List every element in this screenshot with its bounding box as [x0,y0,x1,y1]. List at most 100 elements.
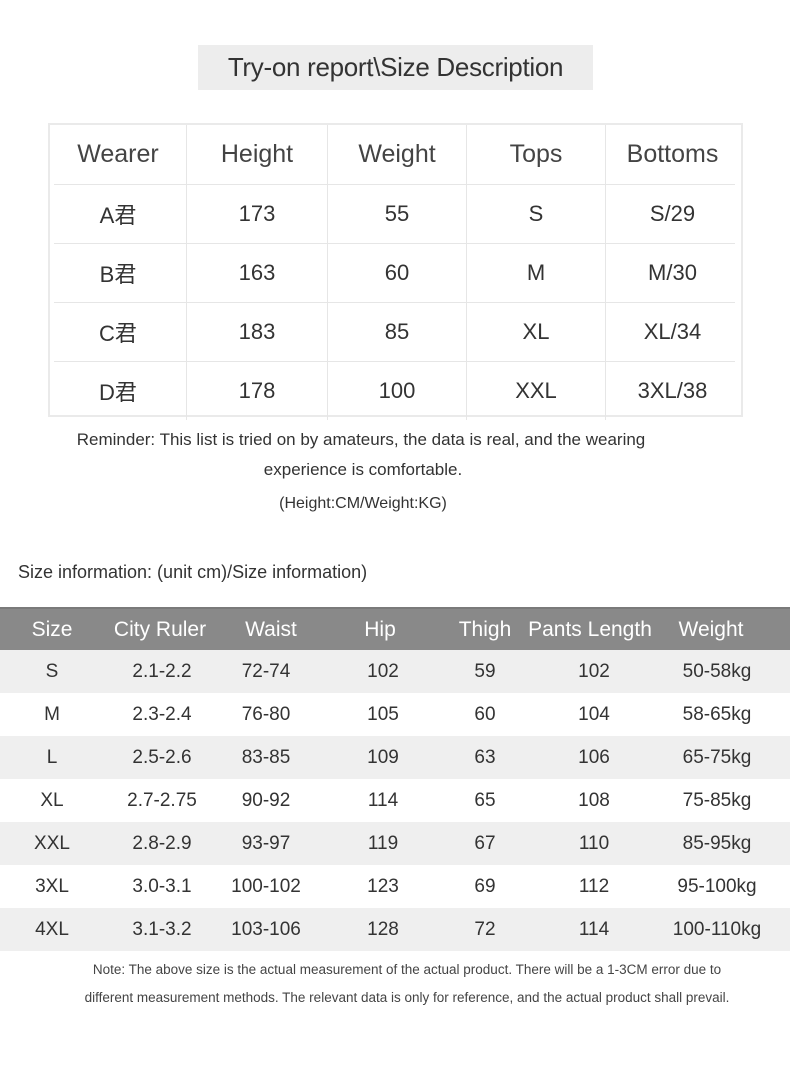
table-cell: S/29 [649,200,696,226]
reminder-units: (Height:CM/Weight:KG) [279,495,447,512]
table-cell: 178 [187,361,328,420]
table-cell: 75-85kg [682,789,752,811]
table-cell: 123 [367,875,399,897]
table-cell: 69 [474,875,496,897]
table-cell: 2.8-2.9 [132,832,192,854]
column-header: City Ruler [113,617,207,641]
table-cell: 110 [578,832,610,854]
column-header: Hip [364,617,396,641]
table-cell: 2.3-2.4 [132,703,192,725]
table-cell: 59 [474,660,496,682]
table-cell: 114 [367,789,399,811]
table-cell: 2.7-2.75 [127,789,197,811]
table-cell: 119 [367,832,399,854]
table-cell: M [467,243,606,302]
table-cell: 83-85 [241,746,291,768]
size-table: Size City Ruler Waist Hip Thigh Pants Length W… [0,607,790,951]
table-cell: 173 [187,184,328,243]
table-cell: 63 [474,746,496,768]
table-cell: 100 [328,361,467,420]
table-cell: 102 [367,660,399,682]
table-cell: 128 [367,918,399,940]
table-cell: XL [467,302,606,361]
table-cell: 90-92 [241,789,291,811]
table-row: D君 178 100 XXL 3XL/38 [54,361,735,420]
table-cell: 108 [578,789,610,811]
table-cell: XL/34 [643,318,702,344]
table-cell: 2.1-2.2 [132,660,192,682]
table-cell: 58-65kg [682,703,752,725]
table-cell: 4XL [35,918,69,940]
note-line-1: Note: The above size is the actual measu… [92,962,722,977]
table-cell: 109 [367,746,399,768]
reminder-line-2: experience is comfortable. [263,460,463,479]
table-cell: 114 [578,918,610,940]
column-header: Waist [245,617,297,641]
table-cell: 72-74 [241,660,291,682]
table-cell: 60 [328,243,467,302]
table-row: 4XL 3.1-3.2 103-106 128 72 114 100-110kg [0,908,790,951]
table-cell: 112 [578,875,610,897]
table-cell: 65-75kg [682,746,752,768]
table-cell: 60 [474,703,496,725]
column-header: Weight [328,125,467,184]
column-header: Wearer [50,125,187,184]
table-row: S 2.1-2.2 72-74 102 59 102 50-58kg [0,650,790,693]
table-cell: 163 [187,243,328,302]
table-row: L 2.5-2.6 83-85 109 63 106 65-75kg [0,736,790,779]
table-cell: XL [40,789,64,811]
table-cell: 100-110kg [672,918,762,940]
table-cell: 76-80 [241,703,291,725]
table-cell: L [46,746,58,768]
table-cell: S [467,184,606,243]
table-row: B君 163 60 M M/30 [54,243,735,303]
column-header: Tops [467,125,606,184]
table-cell: 106 [578,746,610,768]
column-header: Thigh [458,617,512,641]
tryon-table: Wearer Height Weight Tops Bottoms A君 173 55 S S/2… [48,123,743,420]
column-header: Size [31,617,73,641]
column-header: Weight [678,617,744,641]
size-header-row: Size City Ruler Waist Hip Thigh Pants Length W… [0,607,790,650]
table-cell: 3XL [35,875,69,897]
column-header: Height [187,125,328,184]
table-cell: 85 [328,302,467,361]
table-cell: D君 [50,361,187,420]
table-cell: 95-100kg [677,875,757,897]
table-cell: 104 [578,703,610,725]
table-cell: 3.1-3.2 [132,918,192,940]
table-cell: M [44,703,60,725]
table-row: XXL 2.8-2.9 93-97 119 67 110 85-95kg [0,822,790,865]
note-line-2: different measurement methods. The relev… [84,990,730,1005]
table-cell: XXL [467,361,606,420]
column-header: Pants Length [528,617,652,641]
table-cell: 55 [328,184,467,243]
table-cell: 65 [474,789,496,811]
table-cell: 50-58kg [682,660,752,682]
table-cell: 93-97 [241,832,291,854]
table-cell: 183 [187,302,328,361]
table-cell: M/30 [648,259,697,285]
table-row: XL 2.7-2.75 90-92 114 65 108 75-85kg [0,779,790,822]
reminder-line-1: Reminder: This list is tried on by amate… [76,430,646,449]
table-cell: 102 [578,660,610,682]
page-title: Try-on report\Size Description [198,45,593,90]
table-cell: XXL [34,832,70,854]
table-cell: 2.5-2.6 [132,746,192,768]
size-info-label: Size information: (unit cm)/Size informa… [18,562,368,582]
table-row: C君 183 85 XL XL/34 [54,302,735,362]
table-cell: C君 [50,302,187,361]
table-row: A君 173 55 S S/29 [54,184,735,244]
table-cell: 103-106 [231,918,301,940]
table-row: M 2.3-2.4 76-80 105 60 104 58-65kg [0,693,790,736]
column-header: Bottoms [626,140,719,168]
table-cell: B君 [50,243,187,302]
tryon-header-row: Wearer Height Weight Tops Bottoms [54,125,735,185]
table-cell: S [45,660,59,682]
table-cell: 100-102 [231,875,301,897]
table-cell: 85-95kg [682,832,752,854]
table-cell: 105 [367,703,399,725]
table-cell: 72 [474,918,496,940]
table-cell: 3XL/38 [637,377,708,403]
